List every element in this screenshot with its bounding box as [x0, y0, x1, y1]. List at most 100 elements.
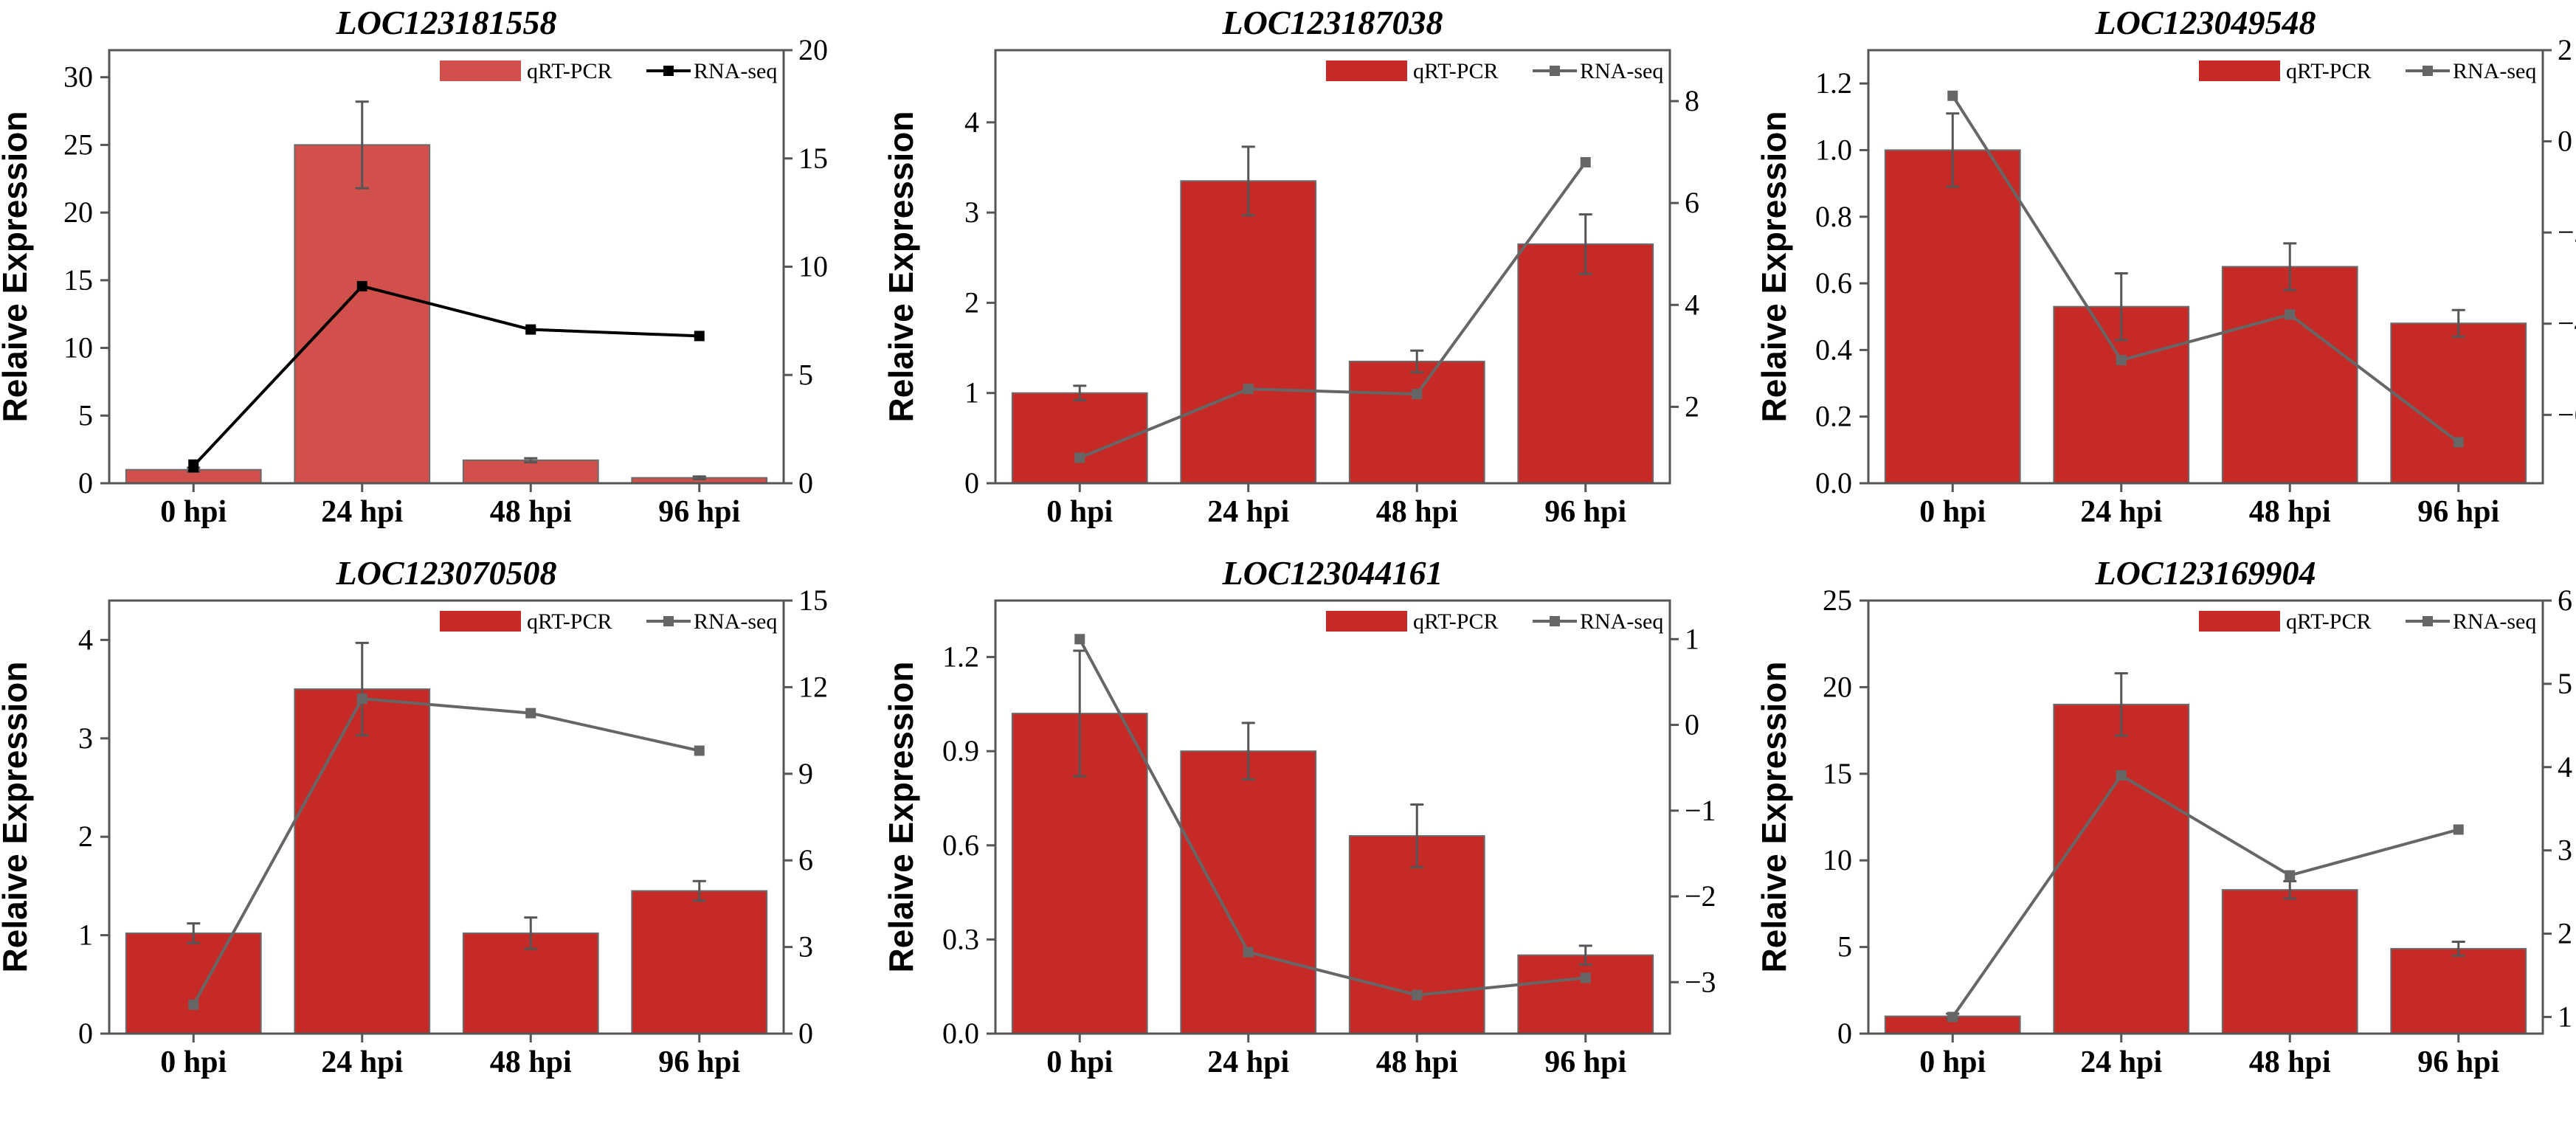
legend-label-qrt-pcr: qRT-PCR	[1413, 59, 1498, 83]
left-tick-label: 4	[78, 623, 93, 656]
plot-frame	[994, 49, 1671, 485]
line-point	[694, 745, 705, 756]
legend-marker-rna-seq	[663, 66, 674, 76]
right-tick-label: 2	[2558, 33, 2572, 66]
legend-marker-rna-seq	[2423, 66, 2433, 76]
left-tick-label: 1.0	[1815, 133, 1852, 166]
line-point	[188, 999, 199, 1010]
x-tick-label: 24 hpi	[2080, 495, 2162, 529]
legend-label-rna-seq: RNA-seq	[1580, 609, 1663, 634]
x-tick-label: 0 hpi	[1046, 495, 1113, 529]
right-tick-label: 5	[798, 358, 813, 391]
right-tick-label: 10	[798, 250, 828, 283]
left-tick-label: 0	[78, 466, 93, 499]
panel-5: LOC123044161 Relaive Expression 0.0 0.3 0.6 0…	[882, 554, 1716, 1079]
left-tick-label: 3	[78, 722, 93, 755]
legend-swatch-qrt-pcr	[440, 611, 521, 632]
left-tick-label: 0.0	[1815, 466, 1852, 499]
bar-48-hpi	[2221, 889, 2358, 1034]
bar-error-bar	[2114, 272, 2128, 342]
bar-96-hpi	[1517, 954, 1654, 1034]
legend-marker-rna-seq	[1550, 66, 1560, 76]
rna-seq-line	[1079, 161, 1587, 460]
legend-label-qrt-pcr: qRT-PCR	[527, 59, 612, 83]
left-tick-label: 0	[964, 466, 979, 499]
bar-error-bar	[1946, 112, 1960, 188]
chart-title: LOC123070508	[336, 554, 557, 592]
line-point	[1412, 389, 1423, 400]
legend-label-qrt-pcr: qRT-PCR	[2286, 609, 2371, 634]
left-tick-label: 2	[964, 286, 979, 319]
x-tick-label: 0 hpi	[160, 1045, 227, 1079]
right-tick-label: 3	[2558, 834, 2572, 867]
y-axis-label: Relaive Expression	[1755, 111, 1793, 423]
left-tick-label: 0	[1837, 1017, 1852, 1050]
line-point	[1074, 634, 1085, 645]
left-tick-label: 1	[78, 919, 93, 952]
left-tick-label: 0.6	[942, 829, 979, 862]
bar-48-hpi	[462, 459, 599, 484]
left-tick-label: 25	[1823, 584, 1852, 617]
chart-title: LOC123044161	[1222, 554, 1443, 592]
x-tick-label: 96 hpi	[1544, 495, 1626, 529]
right-tick-label: 0	[1685, 708, 1699, 741]
plot-frame	[108, 49, 785, 485]
legend-swatch-qrt-pcr	[440, 60, 521, 81]
x-tick-label: 0 hpi	[1919, 1045, 1986, 1079]
bar-error-bar	[1241, 722, 1255, 781]
line-point	[1947, 1011, 1958, 1023]
left-tick-label: 0.6	[1815, 266, 1852, 300]
line-point	[2453, 824, 2464, 835]
right-tick-label: 6	[798, 843, 813, 876]
bar-error-bar	[2114, 672, 2128, 737]
bar-error-bar	[355, 641, 369, 737]
y-axis-label: Relaive Expression	[1755, 662, 1793, 973]
panel-3: LOC123049548 Relaive Expression 0.0 0.2 0.4 0…	[1755, 4, 2576, 529]
plot-frame	[1867, 599, 2544, 1035]
line-point	[356, 280, 367, 291]
rna-seq-line	[192, 696, 700, 1006]
x-tick-label: 24 hpi	[1207, 495, 1289, 529]
bar-96-hpi	[2390, 947, 2527, 1034]
x-tick-label: 96 hpi	[2417, 495, 2499, 529]
left-tick-label: 0	[78, 1017, 93, 1050]
chart-title: LOC123169904	[2095, 554, 2316, 592]
bar-48-hpi	[2221, 266, 2358, 484]
legend-swatch-qrt-pcr	[2199, 60, 2280, 81]
line-point	[2285, 870, 2296, 881]
legend-label-rna-seq: RNA-seq	[2453, 59, 2536, 83]
line-point	[2116, 355, 2127, 366]
plot-frame	[994, 599, 1671, 1035]
bar-24-hpi	[294, 144, 431, 484]
bar-error-bar	[524, 916, 538, 950]
right-tick-label: 9	[798, 757, 813, 790]
right-tick-label: 1	[2558, 1000, 2572, 1033]
x-tick-label: 24 hpi	[321, 1045, 403, 1079]
bar-error-bar	[187, 922, 201, 944]
y-axis-label: Relaive Expression	[0, 111, 34, 423]
bar-24-hpi	[1180, 750, 1317, 1034]
right-tick-label: 5	[2558, 667, 2572, 700]
right-tick-label: 0	[798, 1017, 813, 1050]
legend-label-qrt-pcr: qRT-PCR	[527, 609, 612, 634]
x-tick-label: 24 hpi	[1207, 1045, 1289, 1079]
right-tick-label: −1	[1685, 794, 1716, 827]
line-point	[2285, 309, 2296, 320]
x-tick-label: 48 hpi	[490, 495, 572, 529]
line-point	[1243, 947, 1254, 958]
y-axis-label: Relaive Expression	[882, 662, 920, 973]
bar-error-bar	[692, 879, 706, 902]
bar-error-bar	[1073, 384, 1087, 401]
x-tick-label: 24 hpi	[2080, 1045, 2162, 1079]
right-tick-label: −6	[2558, 398, 2576, 431]
right-tick-label: 0	[798, 466, 813, 499]
legend-marker-rna-seq	[663, 616, 674, 626]
x-tick-label: 24 hpi	[321, 495, 403, 529]
line-point	[1947, 90, 1958, 101]
left-tick-label: 1.2	[1815, 66, 1852, 100]
left-tick-label: 5	[1837, 930, 1852, 964]
x-tick-label: 48 hpi	[490, 1045, 572, 1079]
